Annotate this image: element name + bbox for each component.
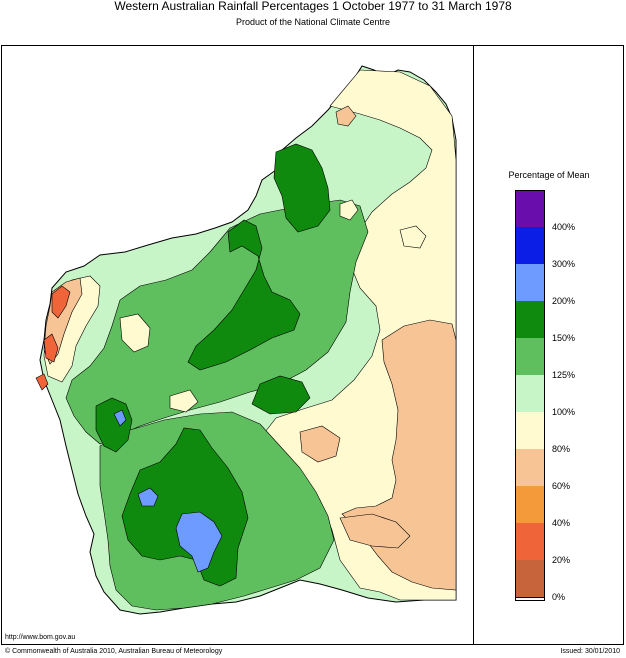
frame-divider [473,45,474,645]
zone-60-80-kimberley-patch [335,105,357,127]
zone-60-80-central [299,425,341,463]
source-url[interactable]: http://www.bom.gov.au [5,634,76,641]
legend-swatch [516,375,544,413]
legend-swatch [516,338,544,376]
legend-label: 60% [552,481,571,491]
legend-label: 125% [552,370,576,380]
legend-label: 400% [552,222,576,232]
legend-swatch [516,412,544,450]
legend-label: 300% [552,259,576,269]
issued-date: Issued: 30/01/2010 [560,648,620,655]
zone-150-200-north [273,143,331,233]
legend-swatch [516,486,544,524]
legend-label: 150% [552,333,576,343]
legend-swatch [516,190,544,228]
zone-80-100-east-patch [399,225,427,249]
legend-swatch [516,227,544,265]
zone-150-200-pilbara [187,219,301,371]
zone-80-100-west-patch [169,389,199,413]
zone-200-300-north [113,409,127,427]
zone-200-300-west [137,487,159,507]
legend-label: 200% [552,296,576,306]
legend-label: 20% [552,555,571,565]
legend-label: 40% [552,518,571,528]
zone-80-100-central-patch [119,313,151,353]
map-frame [1,45,624,645]
legend-swatch [516,449,544,487]
zone-150-200-interior [251,375,311,415]
legend-swatch [516,301,544,339]
legend-label: 0% [552,592,566,602]
zone-20-40-islands [35,373,49,391]
map-subtitle: Product of the National Climate Centre [235,17,391,27]
copyright-notice: © Commonwealth of Australia 2010, Austra… [5,648,223,655]
legend-label: 100% [552,407,576,417]
legend-label: 80% [552,444,571,454]
legend-swatch [516,560,544,598]
zone-80-100-north-patch [339,199,359,221]
zone-125-150-central [65,199,369,445]
legend-swatch [516,264,544,302]
rainfall-map [35,65,457,615]
zone-200-300-southwest [175,511,223,573]
legend-title: Percentage of Mean [508,170,590,180]
map-title: Western Australian Rainfall Percentages … [114,0,512,13]
legend-swatch [516,523,544,561]
zone-20-40-coast-south [43,333,59,363]
zone-150-200-gascoyne [95,397,133,453]
zone-60-80-south [339,513,411,549]
zone-20-40-coast [51,285,71,319]
